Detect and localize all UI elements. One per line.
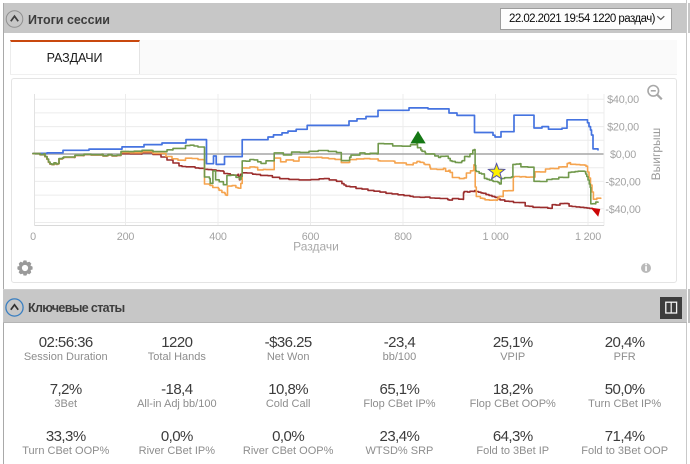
svg-text:Раздачи: Раздачи (293, 240, 339, 254)
svg-text:0: 0 (30, 231, 36, 243)
svg-text:$20,00: $20,00 (607, 122, 639, 134)
svg-text:600: 600 (302, 231, 320, 243)
svg-text:$40,00: $40,00 (607, 94, 639, 106)
svg-text:1 000: 1 000 (482, 231, 508, 243)
svg-text:1 200: 1 200 (575, 231, 601, 243)
svg-text:400: 400 (209, 231, 227, 243)
svg-text:200: 200 (117, 231, 135, 243)
svg-text:$0,00: $0,00 (610, 149, 636, 161)
svg-text:-$40,00: -$40,00 (605, 204, 640, 216)
svg-text:800: 800 (394, 231, 412, 243)
svg-text:-$20,00: -$20,00 (605, 176, 640, 188)
svg-text:Выигрыш: Выигрыш (649, 128, 663, 181)
